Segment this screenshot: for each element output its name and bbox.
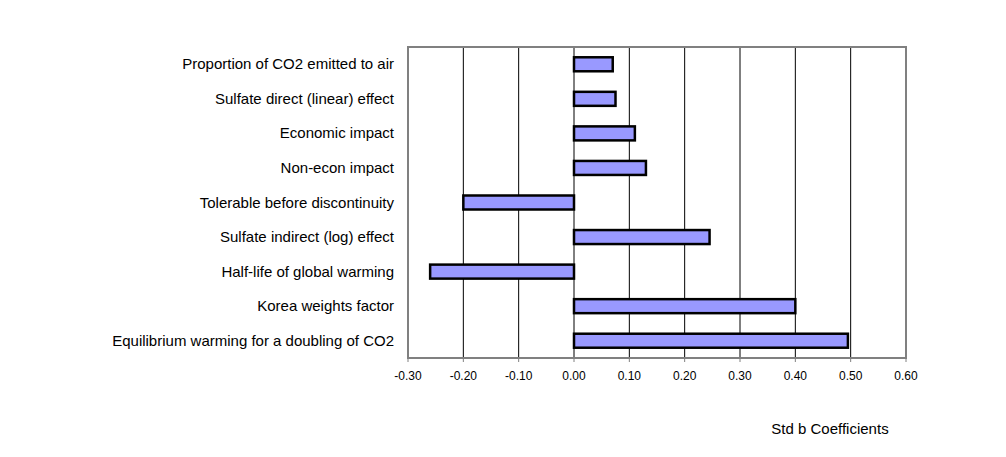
bars (430, 57, 848, 347)
tick-label: 0.50 (839, 369, 863, 383)
chart: -0.30 -0.20 -0.10 0.00 0.10 0.20 0.30 0.40 0.50 0… (0, 0, 1006, 457)
category-label: Sulfate direct (linear) effect (215, 90, 395, 107)
bar (574, 92, 616, 106)
bar (430, 265, 574, 279)
bar (574, 334, 848, 348)
bar (574, 57, 613, 71)
category-label: Korea weights factor (257, 297, 394, 314)
category-label: Half-life of global warming (221, 263, 394, 280)
tick-label: 0.30 (728, 369, 752, 383)
tick-label: 0.20 (673, 369, 697, 383)
category-label: Sulfate indirect (log) effect (220, 228, 395, 245)
axis-label: Std b Coefficients (771, 420, 888, 437)
grid-line (850, 47, 851, 358)
category-label: Non-econ impact (281, 159, 395, 176)
category-label: Proportion of CO2 emitted to air (182, 55, 394, 72)
tick-label: -0.30 (394, 369, 422, 383)
tick-label: -0.20 (450, 369, 478, 383)
category-label: Economic impact (280, 124, 395, 141)
tick-label: 0.40 (784, 369, 808, 383)
bar (574, 230, 710, 244)
tick-label: 0.60 (894, 369, 918, 383)
tick-label: 0.10 (618, 369, 642, 383)
plot-frame (408, 47, 906, 358)
bar (463, 196, 574, 210)
category-label: Tolerable before discontinuity (200, 194, 395, 211)
bar (574, 126, 635, 140)
tick-label: -0.10 (505, 369, 533, 383)
bar (574, 299, 795, 313)
category-label: Equilibrium warming for a doubling of CO… (112, 332, 394, 349)
bar (574, 161, 646, 175)
tick-label: 0.00 (562, 369, 586, 383)
